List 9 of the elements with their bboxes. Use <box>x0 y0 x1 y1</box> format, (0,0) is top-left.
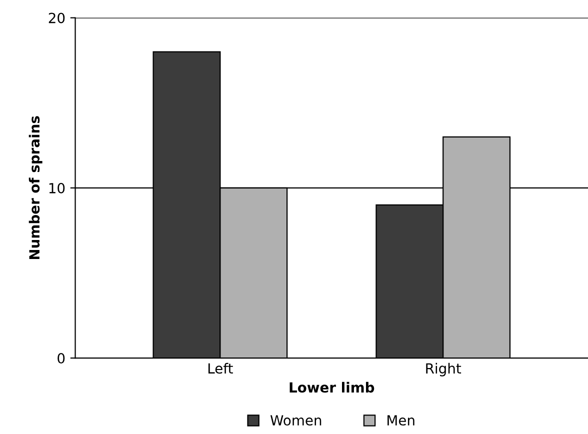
x-axis-title: Lower limb <box>290 382 374 393</box>
y-tick-label: 10 <box>49 182 65 194</box>
legend-label: Men <box>388 415 414 426</box>
x-tick-label: Right <box>426 362 462 376</box>
y-axis-title: Number of sprains <box>28 116 42 260</box>
x-tick-label: Left <box>208 362 233 374</box>
legend-label: Women <box>270 415 322 426</box>
y-tick-label: 20 <box>48 12 65 24</box>
y-tick-label: 0 <box>58 353 65 364</box>
